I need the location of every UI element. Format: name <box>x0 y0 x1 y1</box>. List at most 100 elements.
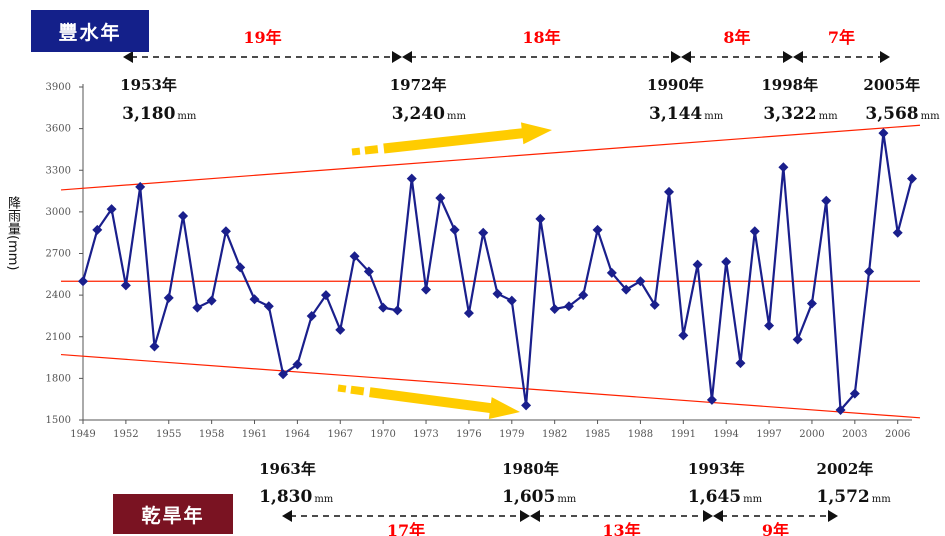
data-point <box>378 302 389 313</box>
x-tick-label: 1949 <box>70 429 95 440</box>
data-point <box>592 224 603 235</box>
dry-unit-label: mm <box>743 494 762 505</box>
wet-unit-label: mm <box>177 111 196 122</box>
data-point <box>463 308 474 319</box>
x-tick-label: 1988 <box>628 429 653 440</box>
y-tick-label: 3900 <box>46 82 71 93</box>
data-point <box>435 193 446 203</box>
wet-unit-label: mm <box>819 111 838 122</box>
data-point <box>806 298 817 309</box>
wet-interval-label: 18年 <box>522 28 560 47</box>
dry-interval-arrow-head-left <box>530 510 540 522</box>
wet-interval-arrow-head-right <box>671 51 681 63</box>
data-point <box>706 394 717 405</box>
data-point <box>678 330 689 341</box>
y-tick-label: 1500 <box>46 415 71 426</box>
data-point <box>621 284 632 295</box>
y-tick-label: 2400 <box>46 290 71 301</box>
data-point <box>549 304 560 314</box>
dry-year-badge: 乾旱年 <box>113 494 233 534</box>
wet-amount-label: 3,144 <box>649 104 702 124</box>
wet-interval-arrow-head-right <box>392 51 402 63</box>
dry-interval-arrow-head-left <box>713 510 723 522</box>
data-point <box>563 301 574 312</box>
dry-interval-label: 13年 <box>602 521 640 536</box>
x-tick-label: 2000 <box>799 429 824 440</box>
data-point <box>135 181 146 192</box>
data-point <box>406 173 417 184</box>
dry-year-label: 1963年 <box>259 460 316 478</box>
wet-year-label: 1953年 <box>120 76 177 94</box>
wet-year-badge: 豐水年 <box>31 10 149 52</box>
wet-year-label: 1990年 <box>647 76 704 94</box>
data-point <box>849 388 860 399</box>
x-tick-label: 1964 <box>285 429 310 440</box>
y-tick-label: 3300 <box>46 165 71 176</box>
y-tick-label: 1800 <box>46 373 71 384</box>
data-point <box>578 290 589 301</box>
data-point <box>864 266 875 277</box>
data-point <box>721 256 732 267</box>
dry-interval-label: 9年 <box>762 521 789 536</box>
x-tick-label: 1994 <box>713 429 738 440</box>
y-tick-label: 3000 <box>46 207 71 218</box>
data-point <box>692 259 703 270</box>
data-point <box>821 195 832 206</box>
wet-year-label: 1998年 <box>761 76 818 94</box>
wet-amount-label: 3,322 <box>763 104 816 124</box>
data-point <box>235 262 246 273</box>
wet-interval-label: 19年 <box>243 28 281 47</box>
data-point <box>835 405 846 416</box>
data-point <box>907 173 917 184</box>
data-point <box>749 226 760 237</box>
wet-interval-arrow-head-left <box>402 51 412 63</box>
data-point <box>149 341 160 352</box>
upper-trend-line <box>60 124 921 191</box>
x-tick-label: 1979 <box>499 429 524 440</box>
dry-unit-label: mm <box>872 494 891 505</box>
x-tick-label: 1955 <box>156 429 181 440</box>
dry-interval-arrow-head-left <box>282 510 292 522</box>
wet-interval-label: 7年 <box>828 28 855 47</box>
wet-year-label: 1972年 <box>390 76 447 94</box>
data-point <box>521 400 532 411</box>
x-tick-label: 2003 <box>842 429 867 440</box>
data-point <box>492 288 503 299</box>
data-point <box>92 224 103 235</box>
wet-unit-label: mm <box>921 111 940 122</box>
data-point <box>178 211 189 222</box>
wet-interval-arrow-head-right <box>783 51 793 63</box>
data-point <box>192 302 203 313</box>
data-point <box>206 295 217 306</box>
upward-trend-arrow <box>351 122 552 156</box>
wet-year-label: 2005年 <box>863 76 920 94</box>
data-point <box>306 310 317 321</box>
dry-unit-label: mm <box>557 494 576 505</box>
wet-amount-label: 3,180 <box>122 104 175 124</box>
data-point <box>878 128 889 139</box>
x-tick-label: 1985 <box>585 429 610 440</box>
data-point <box>278 369 289 380</box>
y-tick-label: 2100 <box>46 332 71 343</box>
dry-unit-label: mm <box>314 494 333 505</box>
wet-amount-label: 3,568 <box>865 104 918 124</box>
x-tick-label: 1952 <box>113 429 138 440</box>
wet-interval-arrow-head-left <box>123 51 133 63</box>
dry-year-label: 1980年 <box>502 460 559 478</box>
rainfall-line <box>81 132 914 413</box>
data-point <box>778 162 789 173</box>
data-point <box>449 224 460 235</box>
x-tick-label: 1976 <box>456 429 481 440</box>
wet-interval-arrow-head-left <box>793 51 803 63</box>
data-point <box>249 294 260 305</box>
data-point <box>506 295 517 306</box>
data-point <box>220 226 231 237</box>
data-point <box>106 204 117 215</box>
data-point <box>349 251 360 262</box>
data-point <box>535 213 546 224</box>
lower-trend-line <box>60 353 921 419</box>
data-point <box>421 284 432 295</box>
dry-interval-arrow-head-right <box>703 510 713 522</box>
downward-trend-arrow <box>337 384 520 419</box>
wet-unit-label: mm <box>704 111 723 122</box>
